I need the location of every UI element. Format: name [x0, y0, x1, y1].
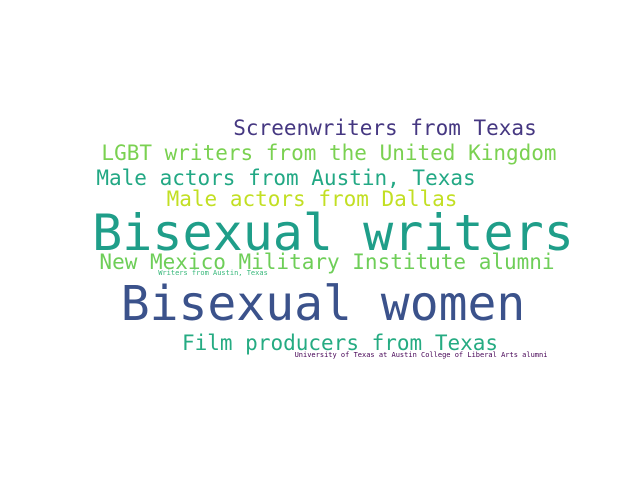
cloud-word-male-actors-from-dallas: Male actors from Dallas [166, 187, 458, 211]
cloud-word-bisexual-women: Bisexual women [120, 276, 526, 332]
cloud-word-screenwriters-from-texas: Screenwriters from Texas [233, 116, 537, 140]
cloud-word-male-actors-from-austin-texas: Male actors from Austin, Texas [96, 166, 476, 190]
cloud-word-film-producers-from-texas: Film producers from Texas [181, 331, 499, 355]
cloud-word-lgbt-writers-from-the-united-kingdom: LGBT writers from the United Kingdom [101, 141, 557, 165]
cloud-word-bisexual-writers: Bisexual writers [92, 204, 574, 262]
cloud-word-university-of-texas-at-austin-college-of-liberal-arts-alumni: University of Texas at Austin College of… [294, 351, 548, 359]
cloud-word-writers-from-austin-texas: Writers from Austin, Texas [158, 269, 268, 277]
cloud-word-new-mexico-military-institute-alumni: New Mexico Military Institute alumni [99, 250, 555, 274]
